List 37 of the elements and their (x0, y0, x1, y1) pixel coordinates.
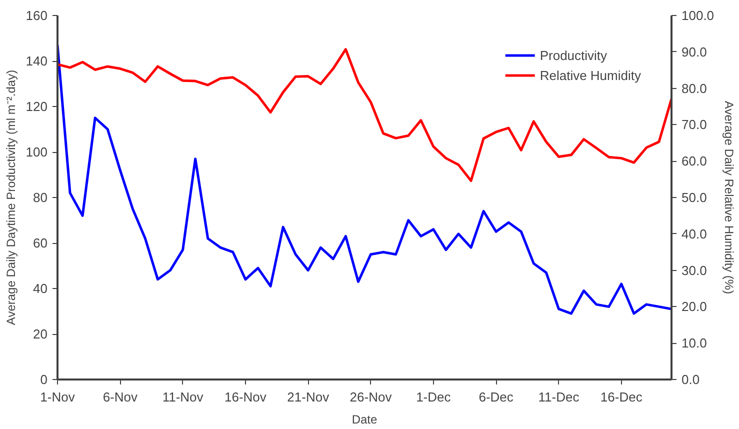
x-tick-label: 6-Dec (478, 390, 514, 404)
x-tick-label: 11-Dec (538, 390, 580, 404)
x-tick-label: 16-Nov (224, 390, 267, 404)
y-tick-label: 60 (33, 236, 48, 250)
x-tick-label: 6-Nov (102, 390, 138, 404)
y-tick-label: 100 (26, 144, 48, 160)
y-tick-label: 80 (33, 190, 48, 205)
y-tick-label: 120 (26, 99, 48, 114)
y2-axis-title: Average Daily Relative Humidity (%) (722, 100, 736, 294)
x-axis-title: Date (352, 412, 378, 426)
y2-tick-label: 90.0 (682, 44, 707, 60)
y2-tick-label: 30.0 (682, 262, 707, 278)
y2-tick-label: 0.0 (682, 372, 700, 387)
y2-tick-label: 40.0 (682, 226, 707, 242)
x-tick-label: 16-Dec (600, 390, 643, 404)
y-tick-label: 20 (33, 326, 48, 342)
x-tick-label: 1-Dec (416, 390, 452, 404)
y-tick-label: 160 (26, 8, 48, 23)
y2-tick-label: 20.0 (682, 299, 707, 314)
x-tick-label: 26-Nov (350, 390, 392, 404)
line-series (58, 48, 672, 182)
y2-tick-label: 100.0 (682, 8, 714, 23)
legend-label: Productivity (540, 48, 608, 62)
y-axis-title: Average Daily Daytime Productivity (ml m⁻².day) (4, 70, 18, 326)
legend-label: Relative Humidity (540, 68, 641, 82)
y2-tick-label: 50.0 (682, 190, 707, 205)
y-tick-label: 0 (40, 372, 48, 387)
y-tick-label: 140 (26, 54, 48, 68)
y-tick-label: 40 (33, 281, 48, 296)
x-tick-label: 1-Nov (40, 390, 76, 404)
y2-tick-label: 70.0 (682, 117, 707, 132)
x-tick-label: 21-Nov (287, 390, 330, 404)
y2-tick-label: 10.0 (682, 336, 707, 351)
y2-tick-label: 80.0 (682, 80, 707, 96)
x-tick-label: 11-Nov (162, 390, 204, 404)
line-series (58, 44, 672, 315)
y2-tick-label: 60.0 (682, 154, 707, 169)
